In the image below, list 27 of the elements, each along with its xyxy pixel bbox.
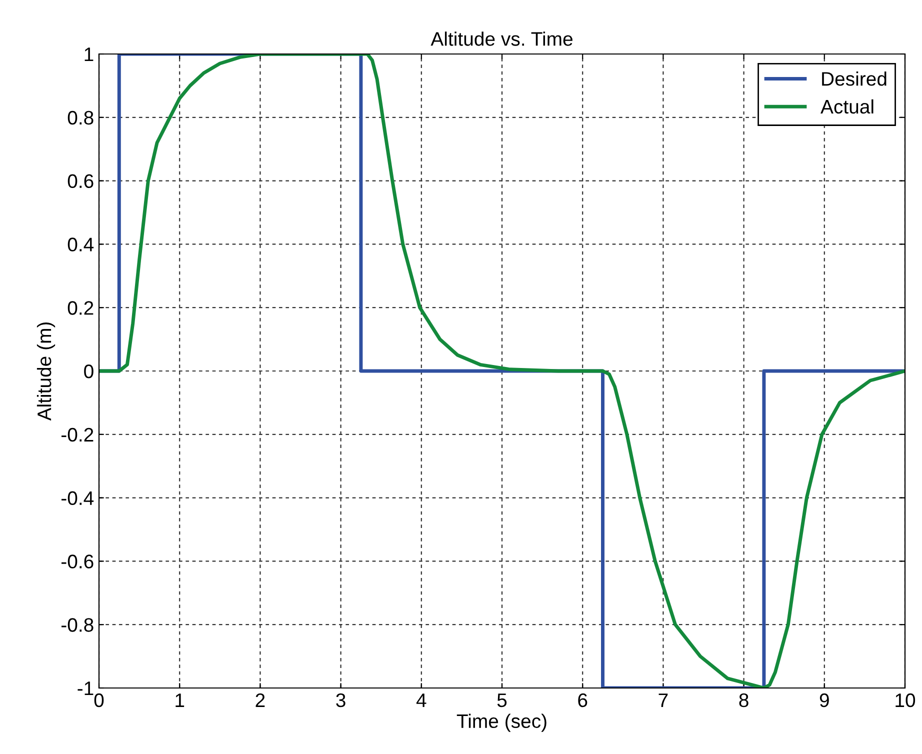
legend-label: Desired [822,72,886,86]
y-tick-label: -0.2 [62,428,94,442]
x-tick-label: 0 [94,693,104,708]
y-tick-label: 0.2 [68,301,94,315]
y-tick-label: -0.6 [62,554,94,568]
y-tick-label: -1 [78,682,94,696]
x-tick-label: 6 [578,693,588,708]
y-tick-label: 0 [84,364,94,378]
y-tick-label: -0.8 [62,618,94,632]
x-tick-label: 3 [336,693,346,708]
x-tick-label: 4 [416,694,426,707]
y-tick-label: 0.6 [68,174,94,188]
x-tick-label: 1 [176,694,184,707]
y-tick-label: 0.8 [68,110,94,125]
chart-title: Altitude vs. Time [430,32,572,46]
y-tick-label: 0.4 [68,238,94,252]
x-tick-label: 10 [896,693,916,708]
x-tick-label: 2 [256,693,265,707]
y-tick-label: -0.4 [62,491,94,506]
x-tick-label: 7 [658,694,668,707]
y-axis-title: Altitude (m) [36,322,56,421]
x-tick-label: 9 [820,693,829,708]
legend-label: Actual [820,99,874,114]
x-axis-title: Time (sec) [456,714,546,732]
x-tick-label: 8 [739,693,748,708]
x-tick-label: 5 [497,694,507,708]
y-tick-label: 1 [84,48,94,62]
